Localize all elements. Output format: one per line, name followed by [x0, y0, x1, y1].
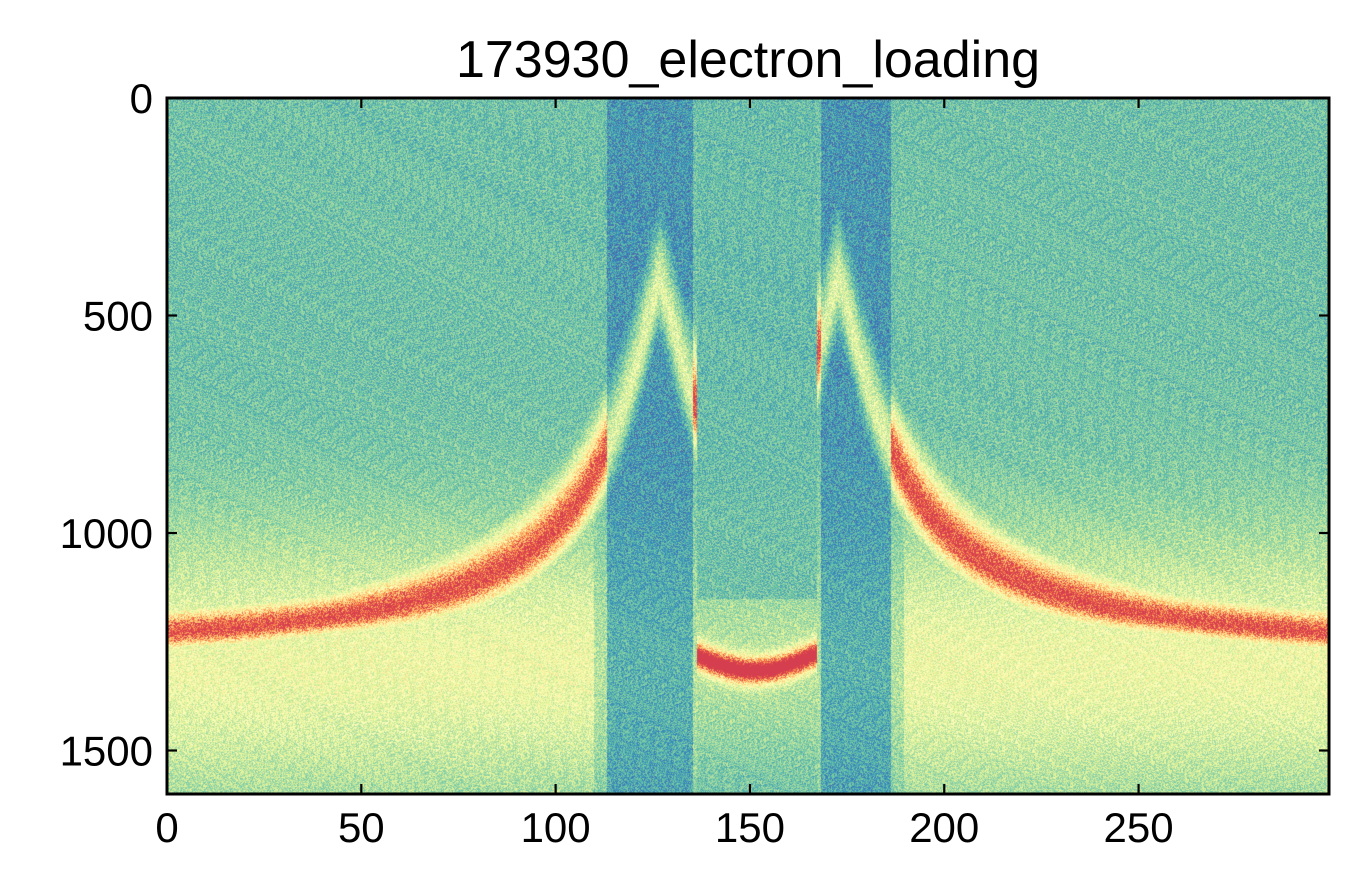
x-tick-label: 0: [155, 804, 178, 851]
x-axis: 0 50 100 150 200 250: [155, 98, 1174, 851]
heatmap-image: [168, 98, 1329, 794]
x-tick-label: 150: [715, 804, 785, 851]
plot-frame: [165, 96, 1331, 796]
x-tick-label: 200: [909, 804, 979, 851]
chart-title: 173930_electron_loading: [456, 31, 1040, 89]
x-tick-label: 50: [338, 804, 385, 851]
y-tick-label: 1000: [60, 510, 153, 557]
x-tick-label: 250: [1104, 804, 1174, 851]
y-tick-label: 1500: [60, 728, 153, 775]
y-axis: 0 500 1000 1500: [60, 75, 1329, 775]
y-tick-label: 0: [130, 75, 153, 122]
y-tick-label: 500: [83, 293, 153, 340]
x-tick-label: 100: [521, 804, 591, 851]
